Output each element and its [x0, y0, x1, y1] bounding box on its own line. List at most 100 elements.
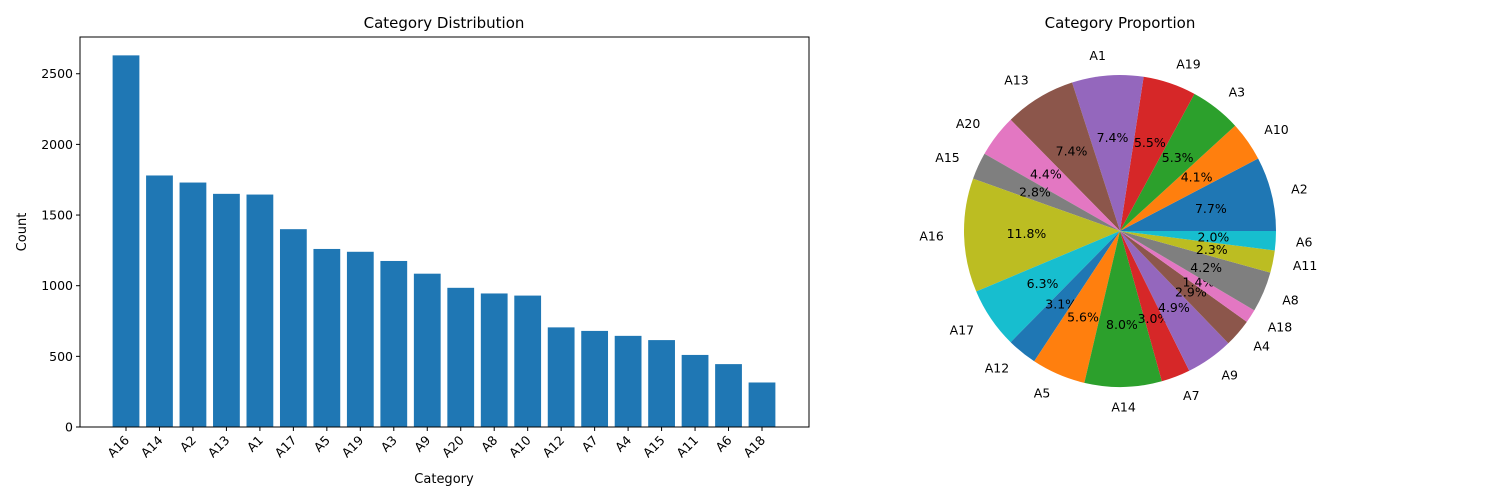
pie-pct-label-A19: 5.5% [1134, 135, 1166, 150]
pie-pct-label-A13: 7.4% [1056, 143, 1088, 158]
bar-A9 [413, 273, 441, 427]
x-tick-label-A19: A19 [339, 432, 367, 460]
pie-slice-A14 [1084, 231, 1162, 387]
bar-A14 [146, 175, 173, 427]
bar-A16 [112, 55, 140, 427]
pie-slice-A9 [1120, 231, 1229, 371]
bar-A1 [246, 194, 274, 427]
pie-label-A9: A9 [1221, 368, 1238, 383]
pie-slice-A15 [973, 153, 1120, 231]
pie-pct-label-A10: 4.1% [1181, 170, 1213, 185]
pie-label-A5: A5 [1034, 385, 1051, 400]
x-tick-label-A11: A11 [673, 433, 701, 461]
x-tick-label-A14: A14 [138, 432, 166, 460]
pie-slice-A17 [976, 231, 1120, 343]
y-tick-label: 500 [49, 349, 73, 364]
y-tick-label: 2500 [41, 66, 73, 81]
pie-pct-label-A12: 3.1% [1045, 296, 1077, 311]
pie-pct-label-A6: 2.0% [1198, 229, 1230, 244]
pie-label-A7: A7 [1183, 388, 1200, 403]
x-tick-label-A17: A17 [272, 433, 300, 461]
pie-slice-A2 [1120, 158, 1276, 231]
pie-pct-label-A9: 4.9% [1158, 300, 1190, 315]
pie-pct-label-A4: 2.9% [1175, 285, 1207, 300]
pie-pct-label-A11: 2.3% [1196, 242, 1228, 257]
x-tick-label-A4: A4 [612, 432, 634, 454]
bar-chart: Category Distribution A16 A14 A2 A13 A1 A17 A5… [15, 14, 810, 487]
x-tick-label-A3: A3 [378, 433, 400, 455]
pie-label-A20: A20 [956, 116, 981, 131]
x-tick-label-A7: A7 [578, 433, 600, 455]
pie-chart: Category Proportion A27.7%A104.1%A35.3%A… [919, 14, 1317, 415]
bar-A2 [179, 182, 207, 427]
pie-slice-A1 [1072, 75, 1144, 231]
x-tick-label-A20: A20 [439, 432, 467, 460]
pie-slice-A8 [1120, 231, 1271, 311]
pie-pct-label-A3: 5.3% [1162, 150, 1194, 165]
pie-label-A12: A12 [985, 361, 1009, 376]
bar-A15 [648, 340, 675, 427]
y-tick-label: 2000 [41, 137, 73, 152]
bar-A8 [480, 293, 508, 427]
pie-chart-title: Category Proportion [1045, 14, 1196, 32]
bar-y-axis-label: Count [15, 213, 30, 252]
pie-pct-label-A20: 4.4% [1030, 166, 1062, 181]
pie-slice-A6 [1120, 231, 1276, 251]
pie-label-A3: A3 [1229, 85, 1246, 100]
pie-label-A16: A16 [919, 228, 944, 243]
bar-chart-title: Category Distribution [364, 14, 525, 32]
bar-A10 [514, 295, 542, 427]
x-tick-label-A10: A10 [506, 432, 534, 460]
pie-label-A1: A1 [1089, 48, 1106, 63]
bar-axes-frame [79, 36, 810, 428]
pie-label-A14: A14 [1111, 400, 1136, 415]
bar-A5 [313, 248, 341, 427]
pie-plot-area: A2 7.7% A10 4.1% A3 5.3% A19 5.5% A1 7.4% A13 7.4% A… [919, 48, 1317, 415]
bar-A6 [715, 364, 742, 427]
x-tick-label-A2: A2 [177, 433, 199, 455]
pie-slice-A11 [1120, 231, 1275, 273]
bar-x-axis-label: Category [414, 472, 474, 487]
bar-A4 [614, 335, 642, 427]
x-tick-label-A12: A12 [539, 433, 567, 461]
pie-label-A18: A18 [1268, 320, 1293, 335]
bar-A12 [547, 327, 575, 427]
pie-label-A13: A13 [1004, 73, 1028, 88]
x-tick-label-A18: A18 [740, 432, 768, 460]
pie-label-A11: A11 [1293, 258, 1317, 273]
pie-pct-label-A17: 6.3% [1027, 276, 1059, 291]
x-tick-label-A9: A9 [411, 432, 433, 454]
pie-slice-A19 [1120, 76, 1195, 231]
pie-label-A17: A17 [950, 322, 974, 337]
bar-A18 [748, 382, 776, 427]
pie-slice-A10 [1120, 125, 1259, 231]
x-tick-label-A8: A8 [478, 432, 500, 454]
bar-A13 [213, 193, 240, 427]
bar-A3 [380, 260, 408, 427]
pie-pct-label-A16: 11.8% [1007, 226, 1047, 241]
x-tick-label-A13: A13 [205, 433, 233, 461]
bar-plot-area: A16 A14 A2 A13 A1 A17 A5 A19 A3 A9 A20 A8 A10 A12 A7 A4… [41, 55, 776, 461]
pie-label-A6: A6 [1296, 235, 1313, 250]
pie-slice-A13 [1010, 82, 1120, 231]
y-tick-label: 0 [65, 420, 73, 435]
pie-slice-A4 [1120, 231, 1247, 344]
pie-pct-label-A15: 2.8% [1019, 184, 1051, 199]
x-tick-label-A5: A5 [311, 433, 333, 455]
pie-label-A4: A4 [1253, 339, 1270, 354]
pie-slice-A7 [1120, 231, 1190, 382]
x-tick-label-A16: A16 [104, 432, 132, 460]
pie-slice-A16 [964, 178, 1120, 292]
y-tick-label: 1000 [41, 278, 73, 293]
x-tick-label-A6: A6 [712, 432, 734, 454]
pie-pct-label-A1: 7.4% [1097, 130, 1129, 145]
pie-slice-A5 [1034, 231, 1120, 383]
pie-pct-label-A8: 4.2% [1190, 260, 1222, 275]
pie-label-A2: A2 [1291, 181, 1308, 196]
x-tick-label-A15: A15 [640, 433, 668, 461]
pie-label-A19: A19 [1176, 56, 1201, 71]
pie-slice-A12 [1010, 231, 1120, 362]
bar-A19 [346, 251, 374, 427]
pie-label-A15: A15 [935, 150, 959, 165]
